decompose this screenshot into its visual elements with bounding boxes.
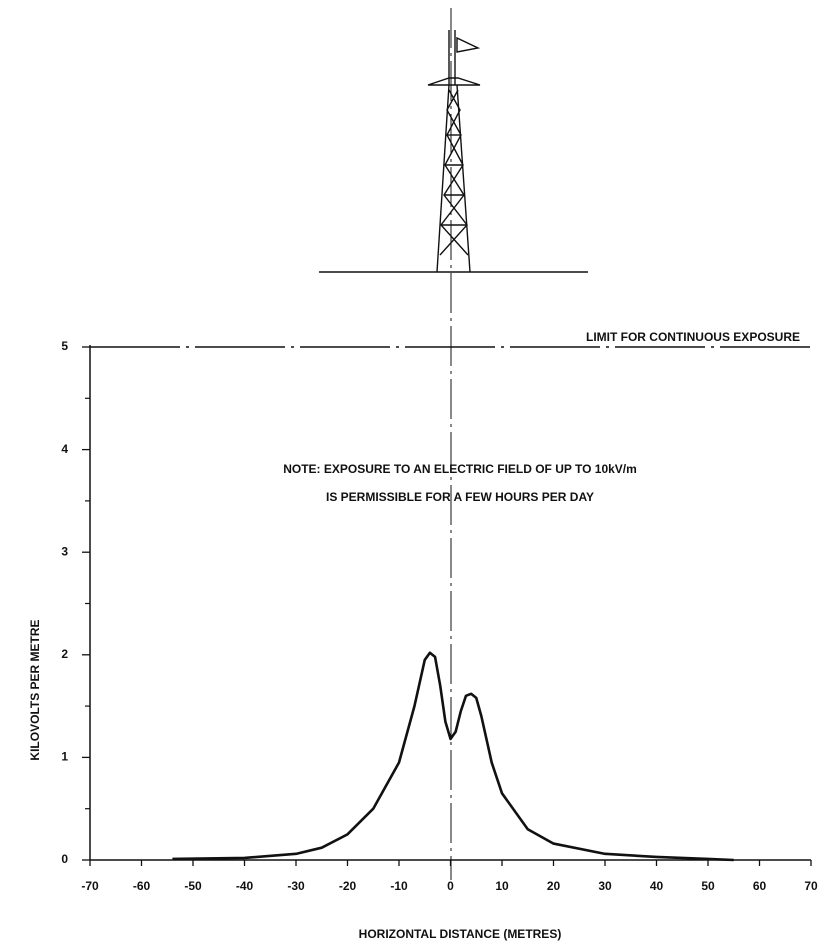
data-line [172,653,733,860]
y-axis-title: KILOVOLTS PER METRE [28,619,42,760]
y-tick-label: 1 [61,750,68,764]
x-tick-label: -40 [236,879,254,893]
x-tick-label: -50 [184,879,202,893]
x-tick-label: 30 [598,879,612,893]
x-tick-label: 50 [701,879,715,893]
x-tick-label: 40 [650,879,664,893]
annotation: IS PERMISSIBLE FOR A FEW HOURS PER DAY [326,490,594,504]
limit-label: LIMIT FOR CONTINUOUS EXPOSURE [586,330,800,344]
y-tick-label: 0 [61,852,68,866]
y-tick-label: 3 [61,544,68,558]
x-tick-label: 0 [447,879,454,893]
x-tick-label: -10 [390,879,408,893]
x-tick-label: 20 [547,879,561,893]
x-tick-label: -60 [133,879,151,893]
x-tick-label: -30 [287,879,305,893]
x-axis-title: HORIZONTAL DISTANCE (METRES) [359,927,562,941]
tower [319,30,588,272]
x-tick-label: -70 [81,879,99,893]
y-tick-label: 2 [61,647,68,661]
annotation: NOTE: EXPOSURE TO AN ELECTRIC FIELD OF U… [283,462,637,476]
x-tick-label: 60 [753,879,767,893]
x-tick-label: -20 [339,879,357,893]
x-tick-label: 10 [495,879,509,893]
chart: HORIZONTAL DISTANCE (METRES) KILOVOLTS P… [0,0,838,947]
y-tick-label: 5 [61,339,68,353]
x-tick-label: 70 [804,879,818,893]
y-tick-label: 4 [61,442,68,456]
